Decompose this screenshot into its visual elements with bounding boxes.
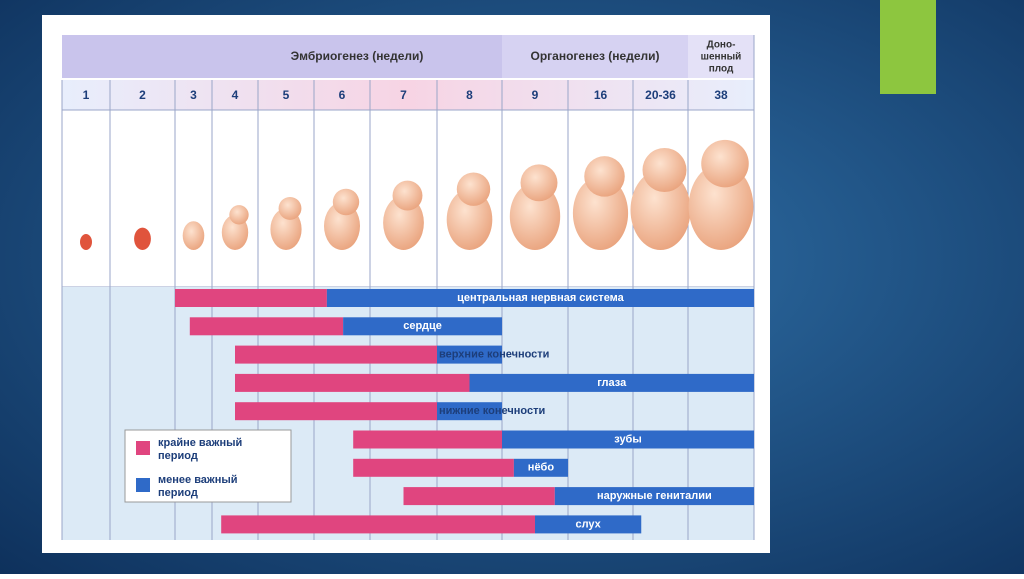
less-bar	[535, 515, 642, 534]
embryo-head	[229, 205, 249, 225]
critical-bar	[175, 289, 327, 307]
embryo-head	[332, 188, 360, 216]
legend-swatch	[136, 478, 150, 492]
embryo	[446, 189, 493, 251]
legend-label: период	[158, 450, 198, 462]
legend-label: менее важный	[158, 474, 238, 486]
row-label: сердце	[403, 320, 442, 332]
row-label: зубы	[614, 433, 642, 445]
embryo-head	[584, 156, 625, 197]
critical-bar	[221, 515, 535, 534]
less-bar	[326, 289, 754, 307]
row-label: наружные гениталии	[597, 490, 712, 502]
critical-bar	[403, 487, 555, 506]
group-title: Доно-	[707, 40, 736, 51]
less-bar	[437, 402, 502, 421]
critical-bar	[235, 402, 437, 421]
week-label: 5	[283, 88, 290, 102]
legend-swatch	[136, 441, 150, 455]
header-cell	[502, 35, 688, 78]
less-bar	[437, 345, 502, 364]
week-label: 16	[594, 88, 608, 102]
embryo-head	[392, 180, 423, 211]
group-title: Эмбриогенез (недели)	[291, 49, 424, 63]
accent	[880, 0, 936, 94]
embryo-head	[520, 164, 558, 202]
week-label: 8	[466, 88, 473, 102]
header-cell	[688, 35, 754, 78]
embryo	[509, 182, 561, 250]
row-label: глаза	[597, 377, 627, 389]
embryo	[688, 163, 754, 250]
legend-label: крайне важный	[158, 437, 242, 449]
embryo-head	[642, 148, 687, 192]
week-label: 4	[232, 88, 239, 102]
week-label: 9	[532, 88, 539, 102]
row-label: центральная нервная система	[457, 292, 625, 304]
week-label: 7	[400, 88, 407, 102]
week-label: 2	[139, 88, 146, 102]
critical-bar	[235, 345, 437, 364]
embryo-head	[278, 196, 302, 220]
week-row	[62, 80, 754, 110]
legend-label: период	[158, 487, 198, 499]
embryo	[630, 170, 691, 250]
embryo	[134, 227, 151, 250]
week-label: 3	[190, 88, 197, 102]
group-title: плод	[709, 64, 734, 75]
less-bar	[502, 430, 754, 449]
week-label: 1	[83, 88, 90, 102]
critical-bar	[353, 458, 514, 477]
group-title: шенный	[701, 52, 742, 63]
week-label: 20-36	[645, 88, 676, 102]
embryo	[182, 221, 205, 251]
row-label: слух	[575, 518, 601, 530]
embryo-head	[701, 139, 749, 188]
less-bar	[469, 373, 754, 392]
less-bar	[554, 487, 754, 506]
critical-bar	[235, 373, 470, 392]
embryo	[80, 234, 92, 250]
row-label: нижние конечности	[439, 405, 545, 417]
header-cell	[62, 35, 212, 78]
embryo	[572, 176, 629, 250]
less-bar	[343, 317, 502, 336]
embryo-head	[456, 172, 491, 206]
less-bar	[513, 458, 568, 477]
critical-bar	[189, 317, 344, 336]
critical-bar	[353, 430, 502, 449]
week-label: 6	[339, 88, 346, 102]
group-title: Органогенез (недели)	[530, 49, 659, 63]
row-label: верхние конечности	[439, 349, 549, 361]
week-label: 38	[714, 88, 728, 102]
header-cell	[212, 35, 502, 78]
legend	[124, 429, 292, 503]
row-label: нёбо	[528, 462, 555, 474]
